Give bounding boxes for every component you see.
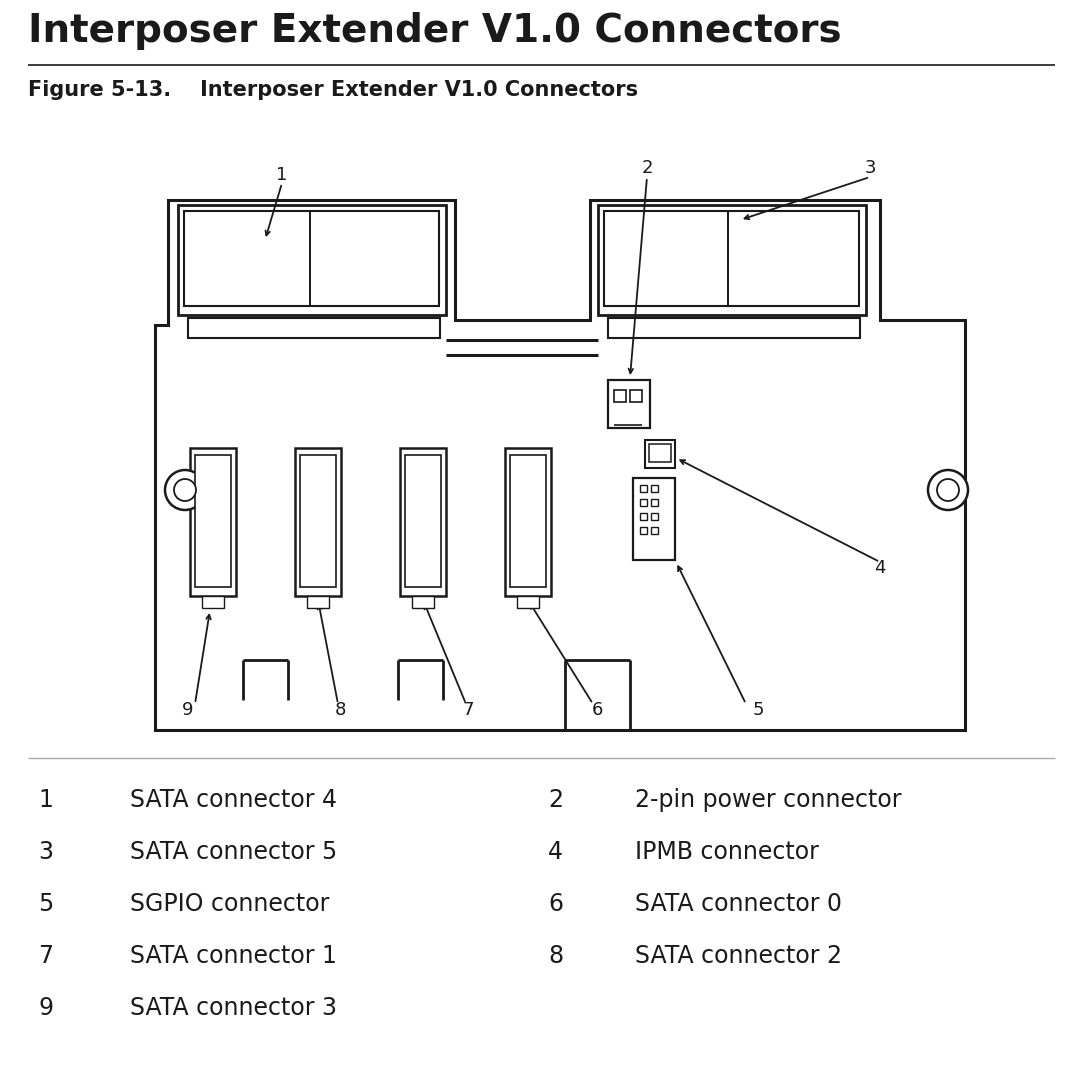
Text: IPMB connector: IPMB connector <box>635 840 819 864</box>
Bar <box>300 455 336 588</box>
Bar <box>178 205 446 315</box>
Bar <box>190 448 237 596</box>
Text: 7: 7 <box>38 944 53 968</box>
Text: 8: 8 <box>335 701 346 719</box>
Text: Figure 5-13.    Interposer Extender V1.0 Connectors: Figure 5-13. Interposer Extender V1.0 Co… <box>28 80 638 100</box>
Text: 6: 6 <box>592 701 603 719</box>
Bar <box>608 380 650 428</box>
Text: 9: 9 <box>38 996 53 1020</box>
Text: 8: 8 <box>548 944 563 968</box>
Bar <box>195 455 231 588</box>
Bar <box>640 485 647 492</box>
Bar <box>651 485 658 492</box>
Circle shape <box>174 480 195 501</box>
Bar <box>640 527 647 534</box>
Bar <box>615 390 626 402</box>
Bar <box>202 596 224 608</box>
Circle shape <box>165 470 205 510</box>
Text: 2: 2 <box>642 159 652 177</box>
Text: 1: 1 <box>38 788 53 812</box>
Text: 1: 1 <box>276 166 287 184</box>
Bar <box>598 205 866 315</box>
Text: SATA connector 5: SATA connector 5 <box>130 840 337 864</box>
Circle shape <box>928 470 968 510</box>
Bar <box>307 596 329 608</box>
Text: SATA connector 4: SATA connector 4 <box>130 788 337 812</box>
Bar <box>517 596 539 608</box>
Bar <box>651 499 658 507</box>
Text: 2: 2 <box>548 788 563 812</box>
Text: 7: 7 <box>462 701 474 719</box>
Text: 5: 5 <box>38 892 53 916</box>
Text: 3: 3 <box>38 840 53 864</box>
Text: 4: 4 <box>548 840 563 864</box>
Text: SGPIO connector: SGPIO connector <box>130 892 329 916</box>
Polygon shape <box>156 200 966 730</box>
Text: 2-pin power connector: 2-pin power connector <box>635 788 902 812</box>
Bar <box>295 448 341 596</box>
Bar <box>649 444 671 462</box>
Bar <box>630 390 642 402</box>
Text: SATA connector 2: SATA connector 2 <box>635 944 842 968</box>
Bar <box>604 211 859 306</box>
Bar <box>184 211 438 306</box>
Text: 5: 5 <box>753 701 764 719</box>
Text: SATA connector 0: SATA connector 0 <box>635 892 842 916</box>
Text: SATA connector 1: SATA connector 1 <box>130 944 337 968</box>
Bar <box>400 448 446 596</box>
Text: 9: 9 <box>183 701 193 719</box>
Bar <box>645 440 675 468</box>
Text: SATA connector 3: SATA connector 3 <box>130 996 337 1020</box>
Bar <box>188 318 440 338</box>
Bar <box>633 478 675 561</box>
Text: Interposer Extender V1.0 Connectors: Interposer Extender V1.0 Connectors <box>28 12 841 50</box>
Circle shape <box>937 480 959 501</box>
Bar <box>651 513 658 519</box>
Text: 4: 4 <box>874 559 886 577</box>
Bar <box>510 455 546 588</box>
Bar <box>651 527 658 534</box>
Text: 6: 6 <box>548 892 563 916</box>
Bar <box>640 513 647 519</box>
Bar <box>640 499 647 507</box>
Bar <box>505 448 551 596</box>
Bar <box>411 596 434 608</box>
Text: 3: 3 <box>864 159 876 177</box>
Bar <box>405 455 441 588</box>
Bar <box>608 318 860 338</box>
